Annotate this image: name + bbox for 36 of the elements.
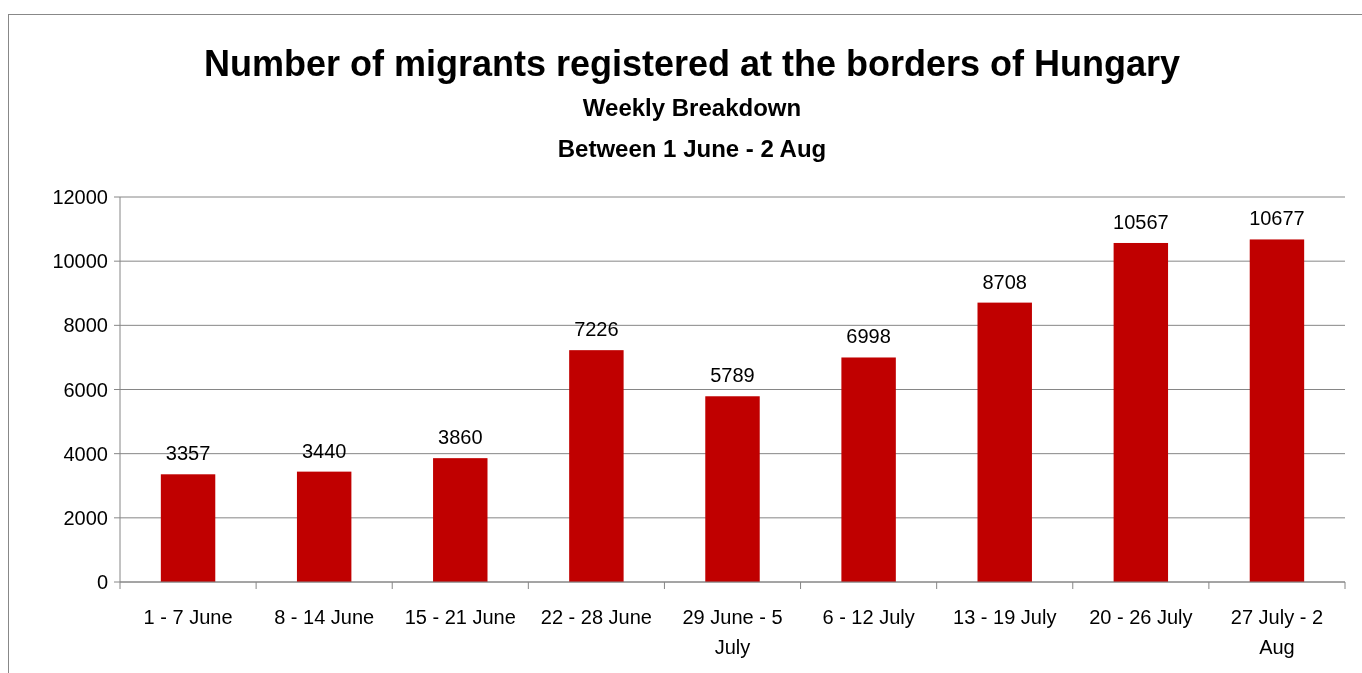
bar: [1113, 242, 1169, 582]
x-tick-label: 13 - 19 July: [953, 606, 1057, 628]
x-tick-label: 1 - 7 June: [143, 606, 233, 628]
y-tick-label: 10000: [52, 250, 108, 273]
bar: [841, 357, 896, 582]
bar: [160, 474, 216, 582]
x-tick-label: 20 - 26 July: [1089, 606, 1193, 628]
x-tick-label: 27 July - 2 Aug: [1230, 606, 1324, 658]
bar: [296, 471, 352, 582]
data-label: 3440: [301, 439, 347, 462]
y-tick-label: 4000: [63, 442, 108, 465]
chart-subtitle: Weekly Breakdown Between 1 June - 2 Aug: [557, 94, 827, 162]
data-label: 6998: [846, 325, 891, 348]
bar: [977, 302, 1032, 582]
y-tick-label: 8000: [63, 314, 108, 337]
data-label: 10567: [1113, 210, 1169, 233]
x-tick-label: 29 June - 5 July: [682, 606, 783, 658]
chart-title: Number of migrants registered at the borders of Hungary: [203, 43, 1181, 84]
bar: [569, 350, 624, 582]
data-label: 7226: [574, 318, 619, 341]
y-tick-label: 0: [96, 571, 108, 593]
data-label: 10677: [1249, 207, 1305, 230]
data-label: 5789: [710, 364, 755, 387]
data-label: 3357: [165, 442, 211, 465]
data-label: 3860: [438, 426, 483, 449]
bar: [705, 396, 760, 582]
x-tick-label: 6 - 12 July: [822, 606, 915, 628]
data-label: 8708: [982, 270, 1027, 293]
bar: [1249, 239, 1305, 582]
bar: [433, 458, 488, 582]
y-tick-label: 2000: [63, 506, 108, 529]
y-tick-label: 12000: [52, 186, 108, 208]
x-tick-label: 15 - 21 June: [404, 606, 516, 628]
x-tick-label: 22 - 28 June: [540, 606, 652, 628]
x-tick-label: 8 - 14 June: [274, 606, 375, 628]
y-tick-label: 6000: [63, 378, 108, 401]
